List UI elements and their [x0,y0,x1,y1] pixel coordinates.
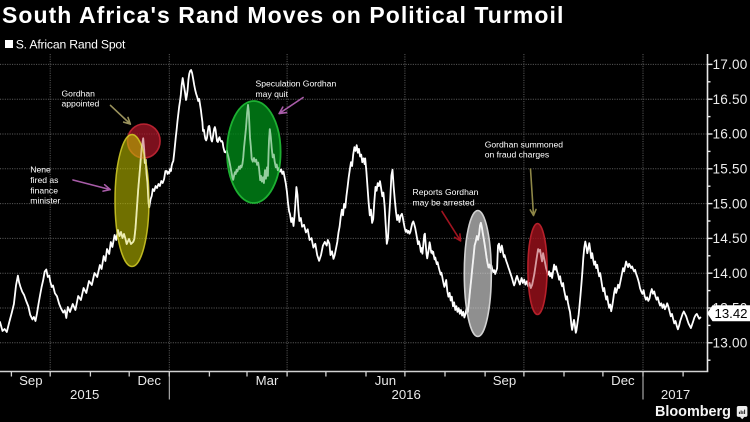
svg-text:finance: finance [30,185,58,195]
svg-text:2017: 2017 [661,387,690,402]
svg-text:on fraud charges: on fraud charges [485,150,550,160]
svg-text:15.50: 15.50 [713,162,748,177]
svg-text:16.00: 16.00 [713,127,748,142]
svg-text:13.42: 13.42 [715,306,748,321]
svg-text:Bloomberg: Bloomberg [655,404,731,420]
svg-text:Sep: Sep [19,373,42,388]
svg-text:14.00: 14.00 [713,266,748,281]
svg-text:Gordhan summoned: Gordhan summoned [485,140,564,150]
svg-text:Speculation Gordhan: Speculation Gordhan [256,79,337,89]
svg-text:14.50: 14.50 [713,231,748,246]
svg-text:fired as: fired as [30,175,58,185]
svg-text:Jun: Jun [375,373,396,388]
svg-text:Reports Gordhan: Reports Gordhan [413,187,479,197]
svg-text:minister: minister [30,196,60,206]
svg-text:15.00: 15.00 [713,196,748,211]
svg-text:Mar: Mar [256,373,279,388]
svg-text:S. African Rand Spot: S. African Rand Spot [16,37,126,51]
svg-text:South Africa's Rand Moves on P: South Africa's Rand Moves on Political T… [2,2,564,28]
svg-text:may quit: may quit [256,89,289,99]
svg-text:13.00: 13.00 [713,336,748,351]
svg-text:Gordhan: Gordhan [62,88,96,98]
svg-text:may be arrested: may be arrested [413,197,475,207]
svg-text:Dec: Dec [611,373,635,388]
svg-text:17.00: 17.00 [713,57,748,72]
svg-text:appointed: appointed [62,99,100,109]
svg-text:Nene: Nene [30,165,51,175]
svg-text:16.50: 16.50 [713,92,748,107]
svg-text:2015: 2015 [70,387,99,402]
svg-text:Sep: Sep [493,373,516,388]
svg-text:2016: 2016 [392,387,421,402]
svg-text:Dec: Dec [137,373,161,388]
